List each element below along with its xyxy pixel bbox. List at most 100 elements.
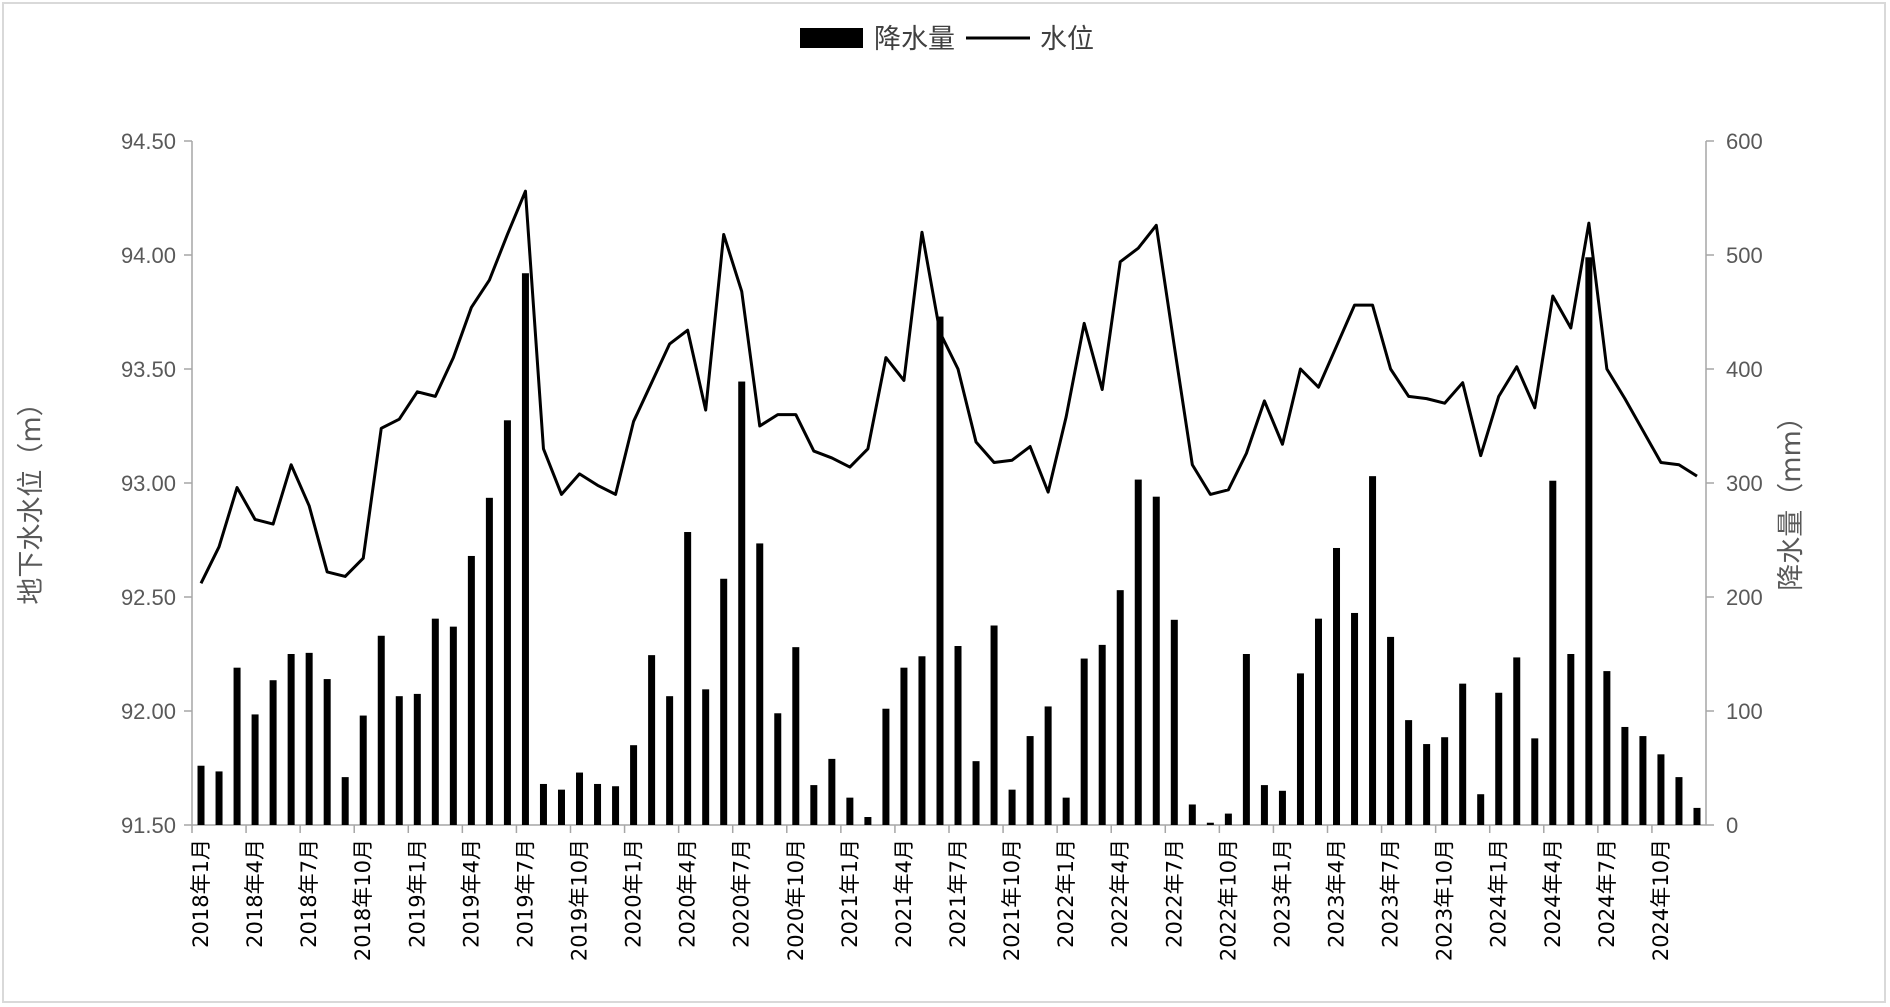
precipitation-bar xyxy=(1008,789,1016,825)
x-tick-label: 2022年4月 xyxy=(1108,839,1132,948)
precipitation-bar xyxy=(810,785,818,825)
x-tick-label: 2018年1月 xyxy=(189,839,213,948)
precipitation-bar xyxy=(305,652,313,825)
precipitation-bar xyxy=(467,555,475,825)
x-tick-label: 2024年7月 xyxy=(1595,839,1619,948)
precipitation-bar xyxy=(738,381,746,825)
precipitation-bar xyxy=(918,656,926,825)
right-tick-label: 200 xyxy=(1726,585,1763,610)
legend-label-precipitation: 降水量 xyxy=(874,24,955,55)
x-tick-label: 2019年4月 xyxy=(459,839,483,948)
precipitation-bar xyxy=(1369,476,1377,825)
precipitation-bars xyxy=(197,257,1701,825)
precipitation-bar xyxy=(539,783,547,825)
left-tick-label: 94.50 xyxy=(121,129,176,154)
legend: 降水量 水位 xyxy=(800,24,1094,55)
precipitation-bar xyxy=(341,777,349,825)
precipitation-bar xyxy=(1314,618,1322,825)
x-tick-label: 2023年1月 xyxy=(1270,839,1294,948)
x-tick-label: 2020年7月 xyxy=(730,839,754,948)
precipitation-bar xyxy=(431,618,439,825)
precipitation-bar xyxy=(1495,692,1503,825)
precipitation-bar xyxy=(792,647,800,825)
left-tick-label: 92.50 xyxy=(121,585,176,610)
precipitation-bar xyxy=(774,713,782,825)
x-tick-label: 2021年4月 xyxy=(892,839,916,948)
legend-bar-swatch xyxy=(800,28,863,48)
y-axis-left-title: 地下水水位（m） xyxy=(16,389,47,604)
precipitation-bar xyxy=(1188,804,1196,825)
precipitation-bar xyxy=(720,578,728,825)
x-tick-label: 2019年1月 xyxy=(405,839,429,948)
x-tick-label: 2021年7月 xyxy=(946,839,970,948)
precipitation-bar xyxy=(449,626,457,825)
precipitation-bar xyxy=(1351,612,1359,825)
precipitation-bar xyxy=(557,789,565,825)
precipitation-bar xyxy=(972,761,980,825)
precipitation-bar xyxy=(1459,683,1467,825)
precipitation-bar xyxy=(1206,822,1214,825)
x-tick-label: 2020年10月 xyxy=(784,839,808,961)
precipitation-bar xyxy=(954,646,962,825)
left-tick-label: 93.50 xyxy=(121,357,176,382)
precipitation-bar xyxy=(1531,738,1539,825)
x-tick-label: 2020年1月 xyxy=(622,839,646,948)
x-tick-label: 2022年10月 xyxy=(1216,839,1240,961)
left-axis-ticks: 91.50 92.00 92.50 93.00 93.50 94.00 94.50 xyxy=(121,129,192,838)
precipitation-bar xyxy=(1080,658,1088,825)
precipitation-bar xyxy=(1477,794,1485,825)
precipitation-bar xyxy=(395,696,403,825)
right-tick-label: 500 xyxy=(1726,243,1763,268)
precipitation-bar xyxy=(377,635,385,825)
precipitation-bar xyxy=(1405,720,1413,825)
precipitation-bar xyxy=(882,708,890,825)
precipitation-bar xyxy=(864,817,872,825)
x-tick-label: 2019年10月 xyxy=(568,839,592,961)
precipitation-bar xyxy=(521,273,529,825)
precipitation-bar xyxy=(1224,813,1232,825)
x-tick-label: 2020年4月 xyxy=(676,839,700,948)
precipitation-bar xyxy=(666,696,674,825)
precipitation-bar xyxy=(1567,654,1575,825)
precipitation-bar xyxy=(413,693,421,825)
x-tick-label: 2021年10月 xyxy=(1000,839,1024,961)
precipitation-bar xyxy=(1549,480,1557,825)
precipitation-bar xyxy=(1134,479,1142,825)
precipitation-bar xyxy=(1693,807,1701,825)
precipitation-bar xyxy=(251,714,259,825)
precipitation-bar xyxy=(990,625,998,825)
precipitation-bar xyxy=(1675,777,1683,825)
precipitation-bar xyxy=(576,772,584,825)
x-tick-label: 2022年7月 xyxy=(1162,839,1186,948)
left-tick-label: 91.50 xyxy=(121,813,176,838)
precipitation-bar xyxy=(612,786,620,825)
precipitation-bar xyxy=(1260,785,1268,825)
right-tick-label: 600 xyxy=(1726,129,1763,154)
precipitation-bar xyxy=(1621,726,1629,825)
precipitation-bar xyxy=(1423,744,1431,825)
precipitation-bar xyxy=(1603,671,1611,825)
x-tick-label: 2018年7月 xyxy=(297,839,321,948)
precipitation-bar xyxy=(269,680,277,825)
x-tick-label: 2023年4月 xyxy=(1325,839,1349,948)
precipitation-bar xyxy=(684,532,692,825)
y-axis-right-title: 降水量（mm） xyxy=(1776,403,1807,591)
x-tick-label: 2023年7月 xyxy=(1379,839,1403,948)
x-tick-label: 2024年4月 xyxy=(1541,839,1565,948)
precipitation-bar xyxy=(648,655,656,825)
precipitation-bar xyxy=(594,783,602,825)
precipitation-bar xyxy=(900,667,908,825)
precipitation-bar xyxy=(1170,619,1178,825)
precipitation-bar xyxy=(1026,736,1034,825)
precipitation-bar xyxy=(702,689,710,825)
x-tick-label: 2018年4月 xyxy=(243,839,267,948)
precipitation-bar xyxy=(233,667,241,825)
right-axis-ticks: 0 100 200 300 400 500 600 xyxy=(1706,129,1763,838)
right-tick-label: 400 xyxy=(1726,357,1763,382)
precipitation-bar xyxy=(1657,754,1665,825)
precipitation-bar xyxy=(1152,496,1160,825)
precipitation-bar xyxy=(503,420,511,825)
precipitation-bar xyxy=(1278,790,1286,825)
